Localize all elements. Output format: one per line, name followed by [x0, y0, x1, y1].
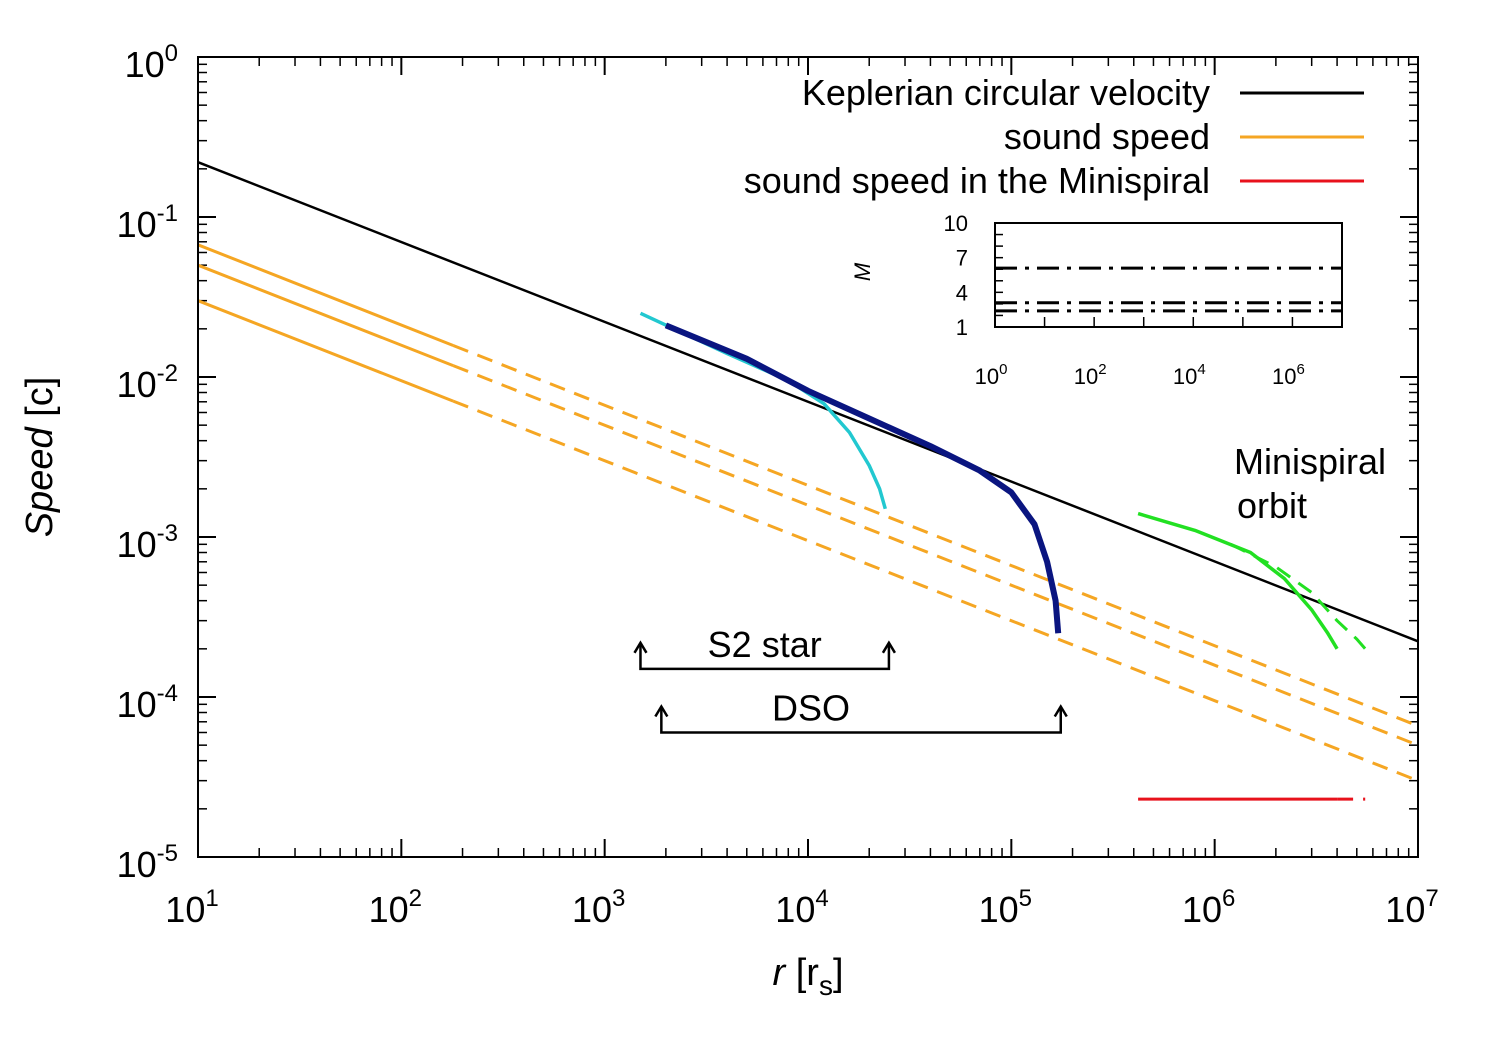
inset-y-axis-title: M [850, 262, 875, 281]
y-tick-label-base: 10 [117, 524, 157, 565]
y-tick-label-exp: -5 [157, 840, 178, 867]
y-axis-title: Speed [c] [19, 377, 61, 538]
y-tick-label: 10-1 [117, 200, 178, 245]
s2-star-bracket [639, 644, 891, 671]
x-tick-label-base: 10 [775, 889, 815, 930]
series-sound-speed-middle--dashed [452, 364, 1419, 747]
y-tick-label-exp: -3 [157, 520, 178, 547]
x-axis-title-sub: s [819, 970, 833, 1001]
y-tick-label-exp: -4 [157, 680, 178, 707]
inset-x-tick-label: 100 [975, 361, 1008, 389]
x-tick-label-exp: 1 [205, 885, 218, 912]
series-sound-speed-lower--solid [197, 299, 454, 403]
x-axis-title-var: r [773, 952, 796, 994]
minispiral-label: Minispiral [1234, 441, 1386, 482]
x-axis-title-unit: [r [796, 952, 820, 994]
s2-star-label: S2 star [708, 624, 822, 665]
x-tick-label-base: 10 [572, 889, 612, 930]
x-tick-label-base: 10 [1182, 889, 1222, 930]
y-tick-label-base: 10 [125, 44, 165, 85]
y-axis-title-unit: [c] [19, 377, 61, 417]
x-tick-label: 102 [369, 885, 422, 930]
x-tick-label-base: 10 [165, 889, 205, 930]
dso-arrow-right [1053, 704, 1068, 718]
legend-label: Keplerian circular velocity [802, 72, 1210, 113]
inset-y-tick-label: 10 [944, 211, 968, 236]
inset-x-tick-label-base: 10 [975, 364, 999, 389]
inset-x-tick-label: 104 [1173, 361, 1206, 389]
legend-label: sound speed in the Minispiral [744, 160, 1210, 201]
series-sound-speed-middle--solid [197, 263, 454, 367]
inset-x-tick-label-base: 10 [1173, 364, 1197, 389]
series-sound-speed-upper--solid [197, 243, 454, 347]
inset-x-tick-label-exp: 4 [1197, 361, 1205, 378]
s2-star-arrow-left [633, 640, 648, 654]
x-tick-label-exp: 2 [409, 885, 422, 912]
y-axis-title-var: Speed [19, 417, 61, 537]
y-tick-label: 100 [125, 40, 178, 85]
x-tick-label: 105 [979, 885, 1032, 930]
labels-layer: 101 102 103 104 105 106 10710-510-410-310-210-… [19, 40, 1439, 1001]
series-layer [197, 161, 1419, 801]
y-tick-label-base: 10 [117, 204, 157, 245]
inset-x-tick-label-exp: 6 [1296, 361, 1304, 378]
y-tick-label-base: 10 [117, 844, 157, 885]
x-tick-label-base: 10 [369, 889, 409, 930]
inset-x-tick-label-exp: 2 [1098, 361, 1106, 378]
y-tick-label-base: 10 [117, 364, 157, 405]
x-tick-label-exp: 4 [815, 885, 828, 912]
inset-y-tick-label: 1 [956, 315, 968, 340]
y-tick-label: 10-3 [117, 520, 178, 565]
ticks-layer [197, 56, 1419, 858]
minispiral-orbit-label: orbit [1237, 485, 1307, 526]
series-sound-speed-upper--dashed [452, 344, 1419, 728]
y-tick-label-exp: -1 [157, 200, 178, 227]
inset-x-tick-label-base: 10 [1272, 364, 1296, 389]
x-tick-label-exp: 7 [1425, 885, 1438, 912]
inset-x-tick-label: 102 [1074, 361, 1107, 389]
s2-star-arrow-right [881, 640, 896, 654]
x-tick-label: 101 [165, 885, 218, 930]
y-tick-label: 10-4 [117, 680, 178, 725]
inset-y-tick-label: 4 [956, 280, 968, 305]
x-tick-label: 106 [1182, 885, 1235, 930]
x-tick-label-exp: 3 [612, 885, 625, 912]
x-axis-title-close: ] [833, 952, 844, 994]
dso-bracket [660, 708, 1062, 734]
series-keplerian-circular-velocity [197, 161, 1419, 643]
x-tick-label-base: 10 [1385, 889, 1425, 930]
y-tick-label-exp: 0 [165, 40, 178, 67]
y-tick-label-exp: -2 [157, 360, 178, 387]
y-tick-label: 10-5 [117, 840, 178, 885]
plot-frame [197, 56, 1419, 858]
inset-x-tick-label-exp: 0 [999, 361, 1007, 378]
x-tick-label: 107 [1385, 885, 1438, 930]
x-tick-label-base: 10 [979, 889, 1019, 930]
inset-x-tick-label-base: 10 [1074, 364, 1098, 389]
legend-label: sound speed [1004, 116, 1210, 157]
y-tick-label-base: 10 [117, 684, 157, 725]
x-tick-label: 103 [572, 885, 625, 930]
dso-arrow-left [654, 704, 669, 718]
series-minispiral-orbit-solid- [1137, 511, 1339, 650]
x-axis-title: r [rs] [773, 952, 844, 1001]
x-tick-label: 104 [775, 885, 828, 930]
y-tick-label: 10-2 [117, 360, 178, 405]
inset-y-tick-label: 7 [956, 246, 968, 271]
x-tick-label-exp: 5 [1019, 885, 1032, 912]
x-tick-label-exp: 6 [1222, 885, 1235, 912]
series-sound-speed-lower--dashed [452, 399, 1419, 783]
dso-label: DSO [772, 687, 850, 728]
series-dso-orbit [664, 322, 1062, 634]
series-minispiral-orbit-dashed- [1230, 542, 1367, 650]
inset-x-tick-label: 106 [1272, 361, 1305, 389]
